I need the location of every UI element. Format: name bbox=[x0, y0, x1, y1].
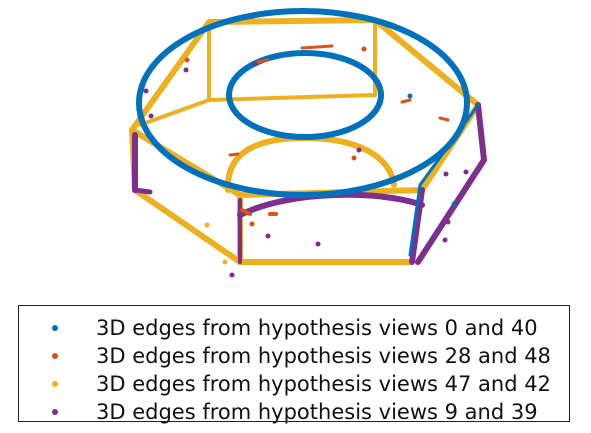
edge-point bbox=[252, 61, 258, 67]
edge-point bbox=[451, 201, 457, 207]
edge-fragment bbox=[240, 208, 252, 216]
edge-point bbox=[222, 259, 228, 265]
legend-label: 3D edges from hypothesis views 47 and 42 bbox=[96, 371, 551, 396]
vertical-edge bbox=[408, 103, 480, 257]
legend-marker-yellow bbox=[52, 380, 58, 387]
vertical-edge bbox=[132, 187, 153, 195]
edge-fragment bbox=[256, 58, 270, 64]
edge-fragment bbox=[400, 98, 412, 104]
edge-point bbox=[265, 233, 271, 239]
edge-fragment bbox=[438, 116, 450, 122]
inner-hole-edge bbox=[226, 50, 384, 140]
edge-point bbox=[407, 93, 413, 99]
edge-point bbox=[463, 169, 469, 175]
edge-point bbox=[148, 113, 154, 119]
legend-label: 3D edges from hypothesis views 0 and 40 bbox=[96, 315, 538, 340]
legend-marker-blue bbox=[52, 324, 58, 331]
edge-point bbox=[143, 88, 149, 94]
edge-point bbox=[442, 237, 448, 243]
legend-marker-orange bbox=[52, 352, 58, 359]
legend-label: 3D edges from hypothesis views 9 and 39 bbox=[96, 399, 538, 424]
vertical-edge bbox=[415, 102, 487, 265]
edge-point bbox=[204, 222, 210, 228]
edge-point bbox=[356, 147, 362, 153]
legend-marker-purple bbox=[52, 408, 58, 415]
edge-point bbox=[445, 219, 451, 225]
edge-point bbox=[351, 155, 357, 161]
outer-circle-edge bbox=[136, 8, 470, 198]
edge-point bbox=[184, 57, 190, 63]
edge-point bbox=[443, 171, 449, 177]
legend-label: 3D edges from hypothesis views 28 and 48 bbox=[96, 343, 551, 368]
legend-entry: 3D edges from hypothesis views 0 and 40 bbox=[19, 314, 569, 341]
edge-point bbox=[315, 241, 321, 247]
legend-entry: 3D edges from hypothesis views 9 and 39 bbox=[19, 398, 569, 425]
edge-point bbox=[361, 46, 367, 52]
legend-entry: 3D edges from hypothesis views 28 and 48 bbox=[19, 342, 569, 369]
bottom-hole-edge bbox=[237, 191, 425, 218]
legend-box: 3D edges from hypothesis views 0 and 40 … bbox=[18, 305, 570, 425]
edge-point bbox=[229, 272, 235, 278]
hex-nut-edge-plot bbox=[129, 8, 487, 278]
edge-fragment bbox=[228, 152, 240, 157]
bottom-hole-edge bbox=[224, 135, 397, 193]
edge-point bbox=[183, 67, 189, 73]
edge-fragment bbox=[300, 44, 334, 50]
back-edge bbox=[207, 93, 377, 102]
edge-point bbox=[249, 221, 255, 227]
legend-entry: 3D edges from hypothesis views 47 and 42 bbox=[19, 370, 569, 397]
